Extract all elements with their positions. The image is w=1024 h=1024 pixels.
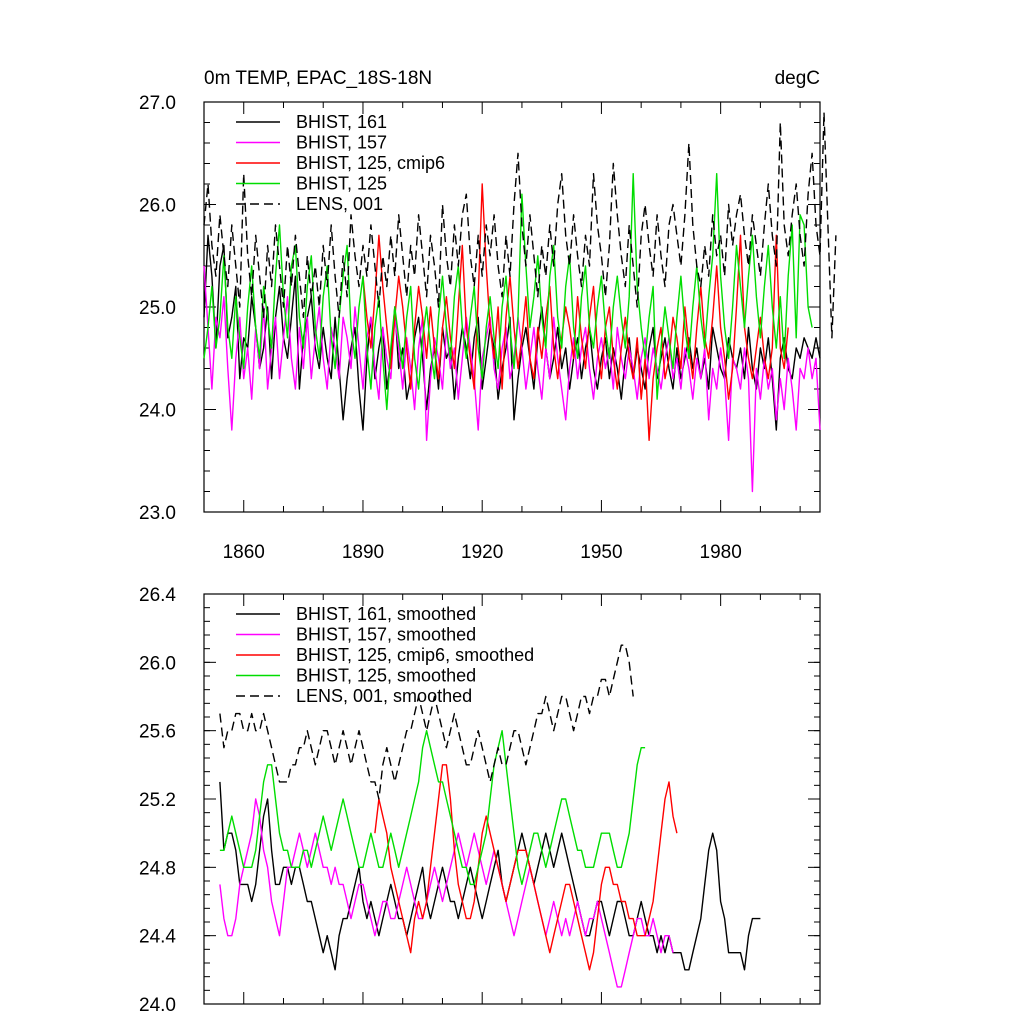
x-tick-label: 1980 bbox=[700, 542, 742, 563]
y-tick-label: 24.0 bbox=[139, 995, 176, 1016]
series-line-4 bbox=[203, 172, 813, 411]
y-tick-label: 27.0 bbox=[139, 93, 176, 114]
legend-label: BHIST, 161, smoothed bbox=[296, 604, 476, 624]
legend-label: BHIST, 157 bbox=[296, 133, 387, 153]
top-series-lines bbox=[203, 111, 837, 493]
series-line-2 bbox=[219, 798, 674, 988]
y-tick-label: 23.0 bbox=[139, 503, 176, 524]
legend-label: LENS, 001 bbox=[296, 194, 383, 214]
top-panel: 0m TEMP, EPAC_18S-18N degC 23.024.025.02… bbox=[139, 68, 837, 563]
legend-label: BHIST, 161 bbox=[296, 112, 387, 132]
y-tick-label: 24.8 bbox=[139, 858, 176, 879]
x-tick-label: 1890 bbox=[342, 542, 384, 563]
series-line-1 bbox=[219, 781, 761, 971]
y-tick-label: 26.4 bbox=[139, 585, 176, 606]
top-y-tick-labels: 23.0 24.0 25.0 26.0 27.0 bbox=[139, 93, 176, 524]
x-tick-label: 1860 bbox=[223, 542, 265, 563]
series-line-3 bbox=[362, 183, 789, 441]
legend-label: BHIST, 125, cmip6 bbox=[296, 153, 445, 173]
bottom-axis-ticks bbox=[204, 593, 820, 1005]
series-line-5 bbox=[219, 644, 634, 800]
legend-label: BHIST, 157, smoothed bbox=[296, 625, 476, 645]
top-title-left: 0m TEMP, EPAC_18S-18N bbox=[204, 68, 432, 89]
series-line-2 bbox=[203, 265, 821, 493]
bottom-series-lines bbox=[219, 644, 761, 988]
y-tick-label: 25.0 bbox=[139, 298, 176, 319]
series-line-4 bbox=[219, 730, 646, 886]
top-x-tick-labels: 1860 1890 1920 1950 1980 bbox=[223, 542, 742, 563]
x-tick-label: 1950 bbox=[580, 542, 622, 563]
legend-label: BHIST, 125 bbox=[296, 174, 387, 194]
y-tick-label: 26.0 bbox=[139, 653, 176, 674]
legend-label: LENS, 001, smoothed bbox=[296, 686, 472, 706]
y-tick-label: 24.4 bbox=[139, 927, 176, 948]
y-tick-label: 25.6 bbox=[139, 722, 176, 743]
y-tick-label: 24.0 bbox=[139, 401, 176, 422]
bottom-y-tick-labels: 24.0 24.4 24.8 25.2 25.6 26.0 26.4 bbox=[139, 585, 176, 1016]
series-line-5 bbox=[203, 111, 837, 339]
y-tick-label: 26.0 bbox=[139, 196, 176, 217]
legend-label: BHIST, 125, cmip6, smoothed bbox=[296, 645, 534, 665]
x-tick-label: 1920 bbox=[461, 542, 503, 563]
y-tick-label: 25.2 bbox=[139, 790, 176, 811]
top-title-right: degC bbox=[775, 68, 820, 89]
series-line-3 bbox=[374, 764, 678, 971]
legend-label: BHIST, 125, smoothed bbox=[296, 666, 476, 686]
bottom-panel: 24.0 24.4 24.8 25.2 25.6 26.0 26.4 BHIST, 161,… bbox=[139, 585, 821, 1016]
